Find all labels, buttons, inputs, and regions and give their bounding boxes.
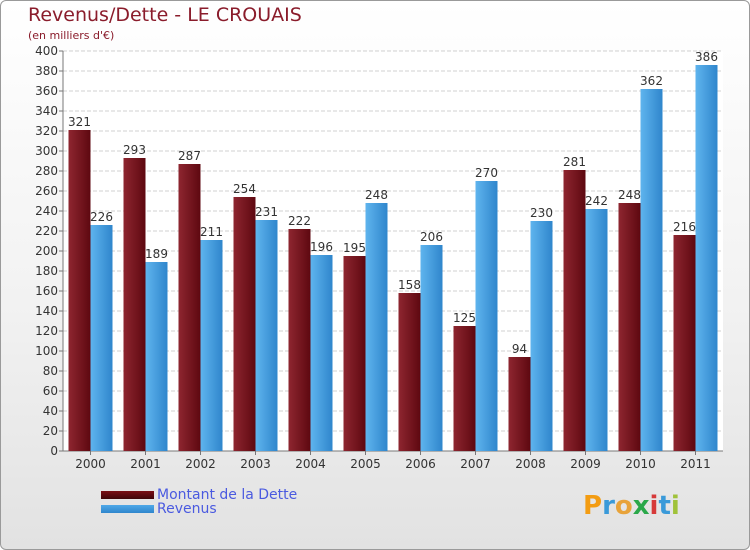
bar-debt — [343, 256, 366, 451]
bar-debt — [563, 170, 586, 451]
data-label-debt: 94 — [512, 342, 527, 356]
bar-debt — [398, 293, 421, 451]
y-tick-label: 300 — [35, 144, 58, 158]
bar-revenus — [255, 220, 278, 451]
y-tick-label: 260 — [35, 184, 58, 198]
y-tick-label: 400 — [35, 44, 58, 58]
bar-revenus — [90, 225, 113, 451]
legend-swatch-debt — [101, 491, 154, 499]
bar-debt — [508, 357, 531, 451]
x-tick-label: 2000 — [75, 457, 106, 471]
data-label-revenus: 211 — [200, 225, 223, 239]
data-label-debt: 158 — [398, 278, 421, 292]
y-tick-label: 100 — [35, 344, 58, 358]
data-label-debt: 281 — [563, 155, 586, 169]
data-label-debt: 321 — [68, 115, 91, 129]
bar-debt — [178, 164, 201, 451]
y-tick-label: 140 — [35, 304, 58, 318]
data-label-debt: 254 — [233, 182, 256, 196]
logo-letter: o — [614, 491, 633, 521]
y-tick-label: 360 — [35, 84, 58, 98]
data-label-revenus: 226 — [90, 210, 113, 224]
data-label-revenus: 231 — [255, 205, 278, 219]
y-tick-label: 320 — [35, 124, 58, 138]
bar-revenus — [585, 209, 608, 451]
bar-debt — [453, 326, 476, 451]
y-tick-label: 120 — [35, 324, 58, 338]
data-label-debt: 293 — [123, 143, 146, 157]
y-tick-label: 80 — [43, 364, 58, 378]
data-label-debt: 195 — [343, 241, 366, 255]
y-tick-label: 340 — [35, 104, 58, 118]
x-tick-label: 2001 — [130, 457, 161, 471]
data-label-revenus: 196 — [310, 240, 333, 254]
data-label-debt: 216 — [673, 220, 696, 234]
data-label-debt: 287 — [178, 149, 201, 163]
bar-revenus — [640, 89, 663, 451]
bar-revenus — [420, 245, 443, 451]
legend-item-revenus: Revenus — [101, 501, 217, 517]
data-label-debt: 222 — [288, 214, 311, 228]
data-label-debt: 248 — [618, 188, 641, 202]
bar-debt — [673, 235, 696, 451]
y-tick-label: 60 — [43, 384, 58, 398]
bar-debt — [68, 130, 91, 451]
data-label-revenus: 248 — [365, 188, 388, 202]
logo-letter: x — [632, 491, 650, 521]
chart-subtitle: (en milliers d'€) — [28, 29, 115, 42]
y-tick-label: 40 — [43, 404, 58, 418]
x-tick-label: 2007 — [460, 457, 491, 471]
x-tick-label: 2010 — [625, 457, 656, 471]
data-label-revenus: 270 — [475, 166, 498, 180]
x-tick-label: 2005 — [350, 457, 381, 471]
bar-revenus — [695, 65, 718, 451]
x-tick-label: 2003 — [240, 457, 271, 471]
legend-label-revenus: Revenus — [157, 501, 217, 517]
legend-item-debt: Montant de la Dette — [101, 487, 297, 503]
y-tick-label: 200 — [35, 244, 58, 258]
logo-letter: t — [658, 491, 671, 521]
chart-title: Revenus/Dette - LE CROUAIS — [28, 4, 302, 26]
y-tick-label: 240 — [35, 204, 58, 218]
bar-debt — [288, 229, 311, 451]
legend-swatch-revenus — [101, 505, 154, 513]
logo-letter: r — [602, 491, 615, 521]
bar-revenus — [475, 181, 498, 451]
y-tick-label: 220 — [35, 224, 58, 238]
data-label-revenus: 242 — [585, 194, 608, 208]
y-tick-label: 20 — [43, 424, 58, 438]
logo-letter: i — [649, 491, 659, 521]
x-tick-label: 2002 — [185, 457, 216, 471]
proxiti-logo: Proxiti — [583, 491, 680, 521]
bar-debt — [618, 203, 641, 451]
legend-label-debt: Montant de la Dette — [157, 487, 298, 503]
data-label-revenus: 230 — [530, 206, 553, 220]
bar-revenus — [530, 221, 553, 451]
x-tick-label: 2011 — [680, 457, 711, 471]
bar-revenus — [200, 240, 223, 451]
data-label-revenus: 386 — [695, 50, 718, 64]
data-label-revenus: 189 — [145, 247, 168, 261]
y-tick-label: 180 — [35, 264, 58, 278]
data-label-debt: 125 — [453, 311, 476, 325]
y-tick-label: 160 — [35, 284, 58, 298]
x-tick-label: 2004 — [295, 457, 326, 471]
bar-revenus — [145, 262, 168, 451]
bar-revenus — [310, 255, 333, 451]
x-tick-label: 2006 — [405, 457, 436, 471]
bar-revenus — [365, 203, 388, 451]
x-tick-label: 2009 — [570, 457, 601, 471]
y-tick-label: 0 — [50, 444, 58, 458]
bar-debt — [233, 197, 256, 451]
y-tick-label: 380 — [35, 64, 58, 78]
data-label-revenus: 362 — [640, 74, 663, 88]
data-label-revenus: 206 — [420, 230, 443, 244]
y-tick-label: 280 — [35, 164, 58, 178]
logo-letter: i — [670, 491, 680, 521]
bar-debt — [123, 158, 146, 451]
x-tick-label: 2008 — [515, 457, 546, 471]
logo-letter: P — [583, 491, 603, 521]
